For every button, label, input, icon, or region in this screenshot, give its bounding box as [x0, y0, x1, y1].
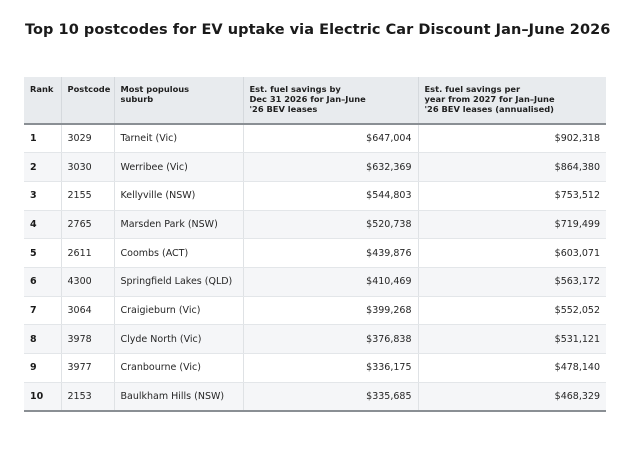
cell-savings-2026: $335,685: [243, 382, 419, 412]
header-suburb-line: suburb: [120, 94, 154, 105]
cell-suburb: Kellyville (NSW): [114, 181, 244, 211]
cell-savings-annual: $864,380: [418, 152, 606, 182]
cell-suburb: Springfield Lakes (QLD): [114, 267, 244, 297]
header-rank: Rank: [24, 77, 62, 125]
header-savings-annual-line: '26 BEV leases (annualised): [424, 104, 554, 115]
cell-suburb: Marsden Park (NSW): [114, 210, 244, 240]
cell-savings-2026: $410,469: [243, 267, 419, 297]
cell-savings-annual: $603,071: [418, 238, 606, 268]
cell-savings-2026: $439,876: [243, 238, 419, 268]
cell-savings-2026: $632,369: [243, 152, 419, 182]
header-suburb-line: Most populous: [120, 84, 190, 94]
cell-rank: 4: [24, 210, 62, 240]
page-title: Top 10 postcodes for EV uptake via Elect…: [25, 22, 611, 38]
cell-postcode: 3064: [61, 296, 115, 326]
header-savings-2026-line: Est. fuel savings by: [249, 84, 341, 94]
cell-savings-annual: $563,172: [418, 267, 606, 297]
cell-savings-2026: $399,268: [243, 296, 419, 326]
cell-postcode: 2153: [61, 382, 115, 412]
cell-savings-2026: $544,803: [243, 181, 419, 211]
header-savings-annual: Est. fuel savings per year from 2027 for…: [418, 77, 606, 125]
cell-savings-2026: $336,175: [243, 353, 419, 383]
cell-savings-2026: $376,838: [243, 324, 419, 354]
header-savings-2026: Est. fuel savings by Dec 31 2026 for Jan…: [243, 77, 419, 125]
header-suburb: Most populous suburb: [114, 77, 244, 125]
cell-rank: 2: [24, 152, 62, 182]
table-row: 8 3978 Clyde North (Vic) $376,838 $531,121: [24, 324, 606, 354]
cell-savings-annual: $719,499: [418, 210, 606, 240]
cell-suburb: Tarneit (Vic): [114, 124, 244, 154]
table-row: 7 3064 Craigieburn (Vic) $399,268 $552,052: [24, 296, 606, 326]
table-row: 6 4300 Springfield Lakes (QLD) $410,469 $563…: [24, 267, 606, 297]
table-container: Rank Postcode Most populous suburb Est. …: [24, 77, 606, 412]
header-savings-2026-line: '26 BEV leases: [249, 104, 318, 115]
cell-postcode: 2155: [61, 181, 115, 211]
header-savings-annual-line: year from 2027 for Jan–June: [424, 94, 555, 105]
table-row: 5 2611 Coombs (ACT) $439,876 $603,071: [24, 238, 606, 268]
cell-savings-annual: $531,121: [418, 324, 606, 354]
cell-postcode: 4300: [61, 267, 115, 297]
table-row: 9 3977 Cranbourne (Vic) $336,175 $478,140: [24, 353, 606, 383]
cell-rank: 1: [24, 124, 62, 154]
cell-postcode: 3029: [61, 124, 115, 154]
cell-postcode: 3978: [61, 324, 115, 354]
header-savings-2026-line: Dec 31 2026 for Jan–June: [249, 94, 366, 105]
cell-rank: 9: [24, 353, 62, 383]
table-body: 1 3029 Tarneit (Vic) $647,004 $902,318 2 3030 W…: [24, 124, 606, 412]
cell-rank: 3: [24, 181, 62, 211]
header-postcode: Postcode: [61, 77, 115, 125]
cell-suburb: Werribee (Vic): [114, 152, 244, 182]
cell-savings-annual: $478,140: [418, 353, 606, 383]
table-row: 10 2153 Baulkham Hills (NSW) $335,685 $468,3…: [24, 382, 606, 412]
cell-postcode: 3030: [61, 152, 115, 182]
cell-savings-annual: $468,329: [418, 382, 606, 412]
cell-rank: 10: [24, 382, 62, 412]
table-row: 2 3030 Werribee (Vic) $632,369 $864,380: [24, 152, 606, 182]
cell-suburb: Baulkham Hills (NSW): [114, 382, 244, 412]
cell-rank: 8: [24, 324, 62, 354]
table-row: 4 2765 Marsden Park (NSW) $520,738 $719,499: [24, 210, 606, 240]
cell-postcode: 3977: [61, 353, 115, 383]
cell-suburb: Craigieburn (Vic): [114, 296, 244, 326]
header-row: Rank Postcode Most populous suburb Est. …: [24, 77, 606, 125]
cell-postcode: 2611: [61, 238, 115, 268]
postcode-table: Rank Postcode Most populous suburb Est. …: [24, 77, 606, 412]
cell-suburb: Cranbourne (Vic): [114, 353, 244, 383]
cell-savings-2026: $520,738: [243, 210, 419, 240]
cell-suburb: Clyde North (Vic): [114, 324, 244, 354]
table-row: 1 3029 Tarneit (Vic) $647,004 $902,318: [24, 124, 606, 154]
table-row: 3 2155 Kellyville (NSW) $544,803 $753,512: [24, 181, 606, 211]
header-savings-annual-line: Est. fuel savings per: [424, 84, 521, 94]
cell-rank: 7: [24, 296, 62, 326]
cell-rank: 5: [24, 238, 62, 268]
cell-savings-annual: $552,052: [418, 296, 606, 326]
cell-savings-annual: $902,318: [418, 124, 606, 154]
cell-postcode: 2765: [61, 210, 115, 240]
cell-suburb: Coombs (ACT): [114, 238, 244, 268]
cell-rank: 6: [24, 267, 62, 297]
table-header: Rank Postcode Most populous suburb Est. …: [24, 77, 606, 125]
cell-savings-annual: $753,512: [418, 181, 606, 211]
cell-savings-2026: $647,004: [243, 124, 419, 154]
